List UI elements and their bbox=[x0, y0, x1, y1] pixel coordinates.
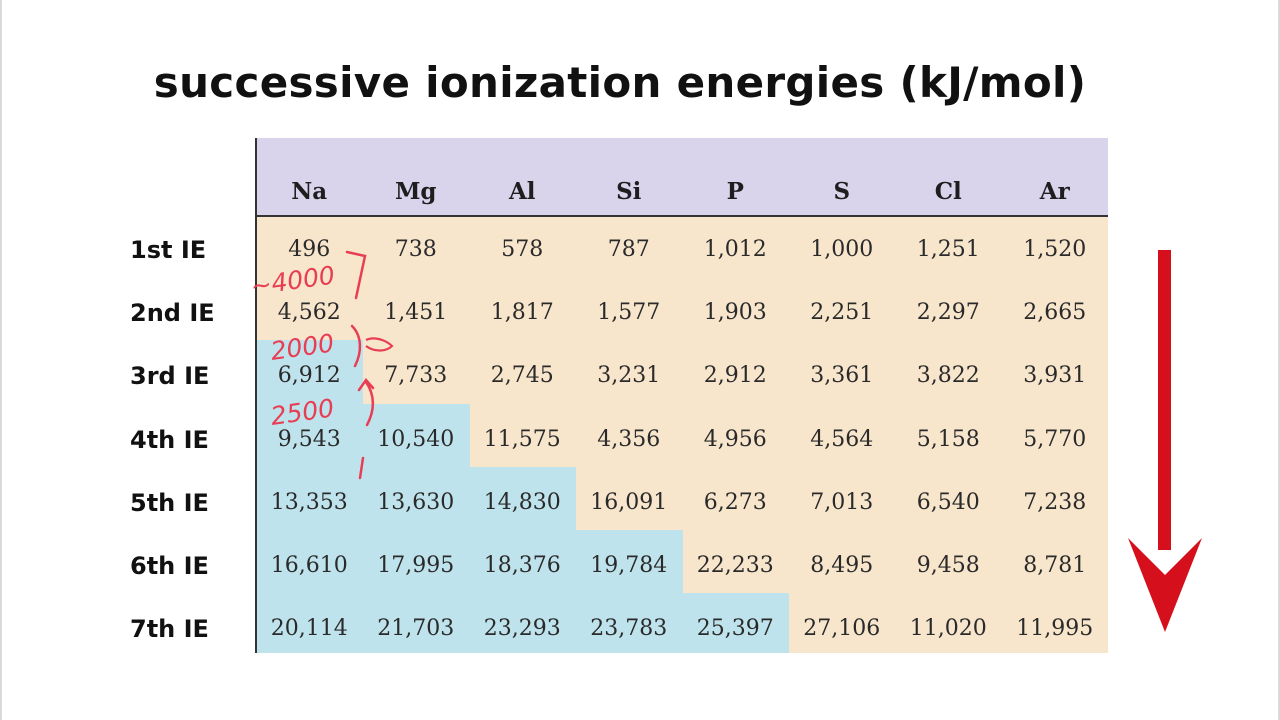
page-title: successive ionization energies (kJ/mol) bbox=[153, 58, 1087, 107]
annotation-bracket-2 bbox=[350, 324, 362, 368]
annotation-note-2500: 2500 bbox=[269, 393, 336, 431]
row-label-7: 7th IE bbox=[130, 615, 209, 644]
table-cell: 16,610 bbox=[270, 553, 348, 578]
table-cell: 738 bbox=[394, 237, 437, 262]
table-cell: 1,520 bbox=[1023, 237, 1087, 262]
table-cell: 8,781 bbox=[1023, 553, 1087, 578]
annotation-note-2000: 2000 bbox=[269, 328, 336, 366]
table-cell: 1,451 bbox=[384, 300, 448, 326]
table-cell: 22,233 bbox=[696, 553, 774, 578]
down-arrow-shaft bbox=[1158, 250, 1171, 550]
row-label-5: 5th IE bbox=[130, 488, 209, 517]
column-header-s: S bbox=[833, 178, 851, 205]
table-cell: 9,543 bbox=[277, 426, 341, 452]
table-cell: 5,770 bbox=[1023, 426, 1087, 452]
table-cell: 13,353 bbox=[270, 489, 348, 515]
table-cell: 19,784 bbox=[590, 553, 668, 578]
valence-shade-mg bbox=[362, 403, 470, 653]
table-cell: 7,013 bbox=[810, 489, 874, 515]
valence-shade-na bbox=[256, 340, 363, 653]
table-cell: 2,912 bbox=[703, 363, 767, 389]
column-header-na: Na bbox=[291, 178, 328, 205]
table-cell: 1,012 bbox=[703, 237, 767, 262]
table-cell: 10,540 bbox=[377, 426, 455, 452]
column-header-p: P bbox=[726, 178, 744, 205]
table-cell: 1,903 bbox=[703, 300, 767, 326]
annotation-bracket-1 bbox=[345, 250, 367, 300]
table-cell: 9,458 bbox=[916, 553, 980, 578]
table-cell: 578 bbox=[501, 237, 544, 262]
table-cell: 5,158 bbox=[916, 426, 980, 452]
column-header-cl: Cl bbox=[934, 178, 962, 205]
table-header-rule bbox=[256, 215, 1108, 217]
table-cell: 23,293 bbox=[483, 616, 561, 642]
row-label-1: 1st IE bbox=[130, 236, 207, 264]
table-left-border bbox=[255, 138, 257, 653]
table-cell: 6,912 bbox=[277, 363, 341, 389]
table-cell: 7,733 bbox=[384, 363, 448, 389]
table-cell: 17,995 bbox=[377, 553, 455, 578]
annotation-arrow-up bbox=[357, 377, 375, 427]
table-cell: 2,665 bbox=[1023, 300, 1087, 326]
table-cell: 3,931 bbox=[1023, 363, 1087, 389]
column-header-mg: Mg bbox=[394, 178, 437, 205]
table-cell: 18,376 bbox=[483, 553, 561, 578]
table-cell: 3,822 bbox=[916, 363, 980, 389]
table-cell: 2,745 bbox=[490, 363, 554, 389]
table-cell: 2,251 bbox=[810, 300, 874, 326]
table-cell: 20,114 bbox=[270, 616, 348, 642]
table-cell: 21,703 bbox=[377, 616, 455, 642]
table-cell: 3,231 bbox=[597, 363, 661, 389]
table-cell: 6,540 bbox=[916, 489, 980, 515]
table-cell: 27,106 bbox=[803, 616, 881, 642]
table-cell: 3,361 bbox=[810, 363, 874, 389]
annotation-note-4000: ~4000 bbox=[249, 260, 337, 300]
table-cell: 787 bbox=[607, 237, 650, 262]
valence-shade-al bbox=[469, 466, 576, 653]
table-cell: 7,238 bbox=[1023, 489, 1087, 515]
row-label-2: 2nd IE bbox=[130, 299, 215, 328]
row-label-3: 3rd IE bbox=[130, 362, 210, 391]
table-cell: 11,575 bbox=[483, 426, 561, 452]
annotation-scribble bbox=[365, 337, 394, 352]
table-cell: 14,830 bbox=[483, 489, 561, 515]
right-edge-divider bbox=[1278, 0, 1280, 720]
left-edge-divider bbox=[0, 0, 2, 720]
valence-shade-si bbox=[575, 530, 683, 653]
row-label-6: 6th IE bbox=[130, 552, 209, 580]
down-arrow-head bbox=[1128, 538, 1202, 632]
table-cell: 11,020 bbox=[909, 616, 987, 642]
table-header-band bbox=[256, 138, 1108, 216]
table-cell: 4,562 bbox=[277, 300, 341, 326]
table-cell: 1,251 bbox=[916, 237, 980, 262]
table-cell: 1,577 bbox=[597, 300, 661, 326]
table-cell: 13,630 bbox=[377, 489, 455, 515]
table-cell: 496 bbox=[288, 237, 331, 262]
table-cell: 11,995 bbox=[1016, 616, 1094, 642]
valence-shade-p bbox=[682, 593, 789, 653]
table-cell: 1,817 bbox=[490, 300, 554, 326]
table-cell: 1,000 bbox=[810, 237, 874, 262]
table-cell: 8,495 bbox=[810, 553, 874, 578]
column-header-ar: Ar bbox=[1039, 178, 1070, 205]
row-label-4: 4th IE bbox=[130, 425, 209, 454]
table-cell: 25,397 bbox=[696, 616, 774, 642]
table-cell: 4,564 bbox=[810, 426, 874, 452]
table-cell: 4,956 bbox=[703, 426, 767, 452]
table-cell: 2,297 bbox=[916, 300, 980, 326]
column-header-al: Al bbox=[508, 178, 536, 205]
table-cell: 16,091 bbox=[590, 489, 668, 515]
table-cell: 6,273 bbox=[703, 489, 767, 515]
annotation-tick bbox=[358, 456, 365, 480]
column-header-si: Si bbox=[616, 178, 642, 205]
table-cell: 4,356 bbox=[597, 426, 661, 452]
table-cell: 23,783 bbox=[590, 616, 668, 642]
